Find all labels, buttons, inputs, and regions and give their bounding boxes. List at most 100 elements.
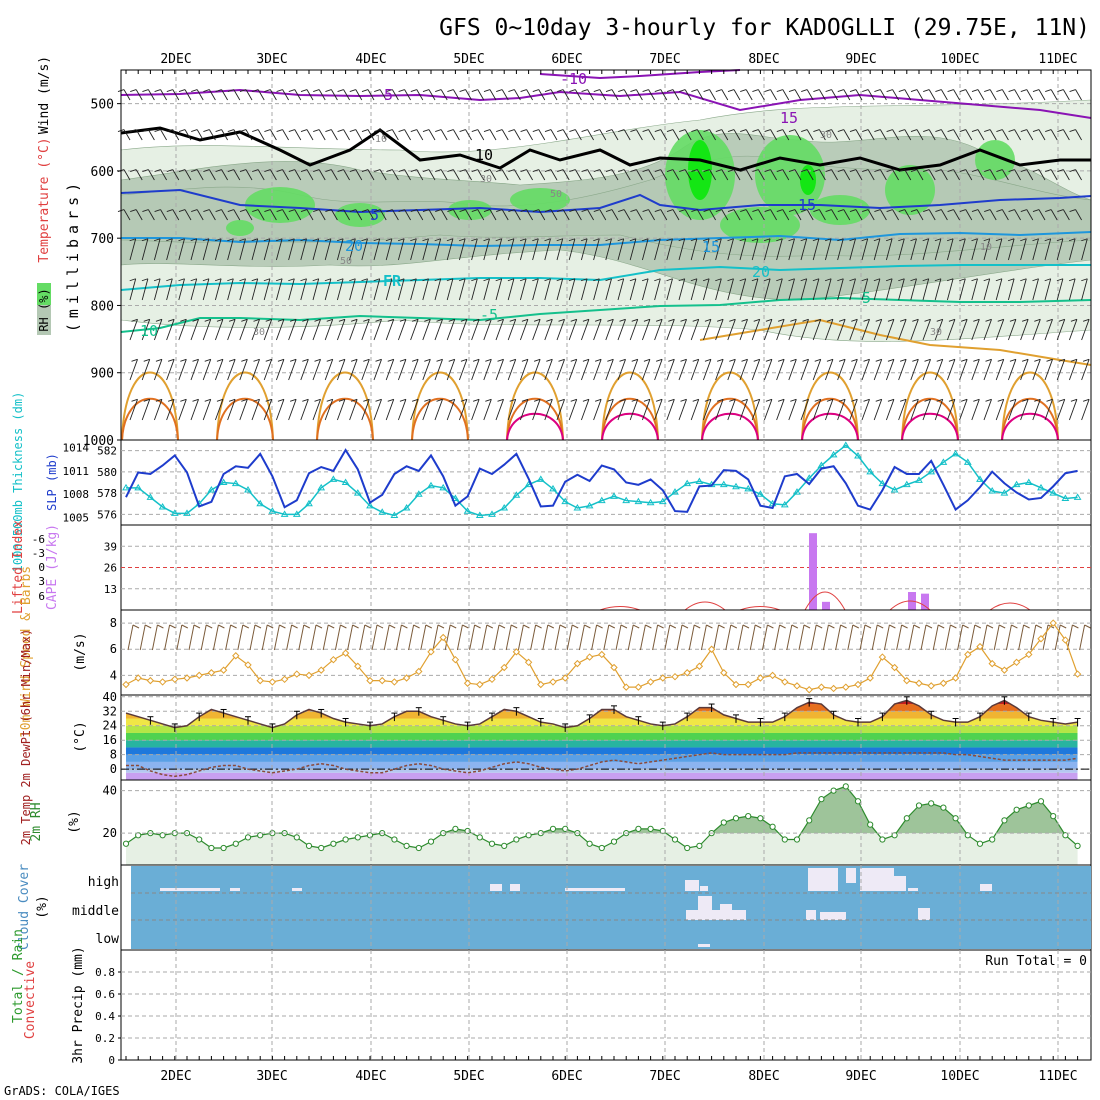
thickness-marker: [732, 482, 740, 490]
lifted-index-line: [599, 606, 641, 611]
wind-barb-flag: [227, 169, 234, 173]
wind-barb-flag: [264, 209, 271, 213]
wind-barb-flag: [166, 238, 173, 242]
surface-wind-barb-flag: [950, 624, 957, 629]
wind-barb: [270, 169, 277, 181]
surface-wind-barb: [798, 624, 805, 651]
wind-barb: [916, 169, 924, 181]
wind-barb-flag: [971, 238, 978, 242]
contour-label: 15: [702, 238, 720, 256]
wind-barb: [214, 278, 222, 301]
wind-barb: [904, 129, 912, 141]
wind-barb: [580, 359, 590, 381]
wind-barb: [739, 399, 748, 421]
temp-band: [126, 711, 1078, 719]
wind-barb-flag: [411, 398, 419, 402]
surface-wind-barb-flag: [230, 624, 237, 629]
wind-barb: [349, 359, 358, 381]
thickness-marker: [427, 481, 435, 489]
wind-barb: [989, 89, 997, 101]
wind-barb-flag: [472, 358, 480, 362]
wind-barb: [471, 278, 478, 301]
rh2m-marker: [964, 832, 971, 839]
wind-barb-flag: [397, 278, 405, 282]
wind-barb-flag: [558, 318, 565, 322]
wind-barb: [751, 238, 759, 261]
wind-barb-flag: [654, 209, 661, 213]
surface-wind-barb: [896, 624, 903, 651]
wind-barb: [812, 238, 820, 261]
wind-barb-flag: [265, 398, 272, 402]
wind-barb-flag: [776, 209, 783, 213]
wind-barb-flag: [167, 358, 175, 362]
surface-wind-barb-flag: [913, 624, 921, 629]
wind-barb: [928, 89, 936, 101]
wind-barb-flag: [923, 209, 930, 213]
wind-barb-flag: [923, 89, 930, 93]
wind-barb-flag: [519, 238, 527, 242]
wind-barb: [965, 169, 973, 181]
wind-barb-flag: [607, 318, 614, 322]
wind-barb-flag: [387, 358, 394, 362]
rh2m-marker: [159, 832, 166, 839]
wind-barb: [263, 399, 273, 421]
wind-barb-flag: [1032, 169, 1040, 173]
wind-barb-flag: [898, 278, 905, 282]
wind-barb: [367, 129, 375, 141]
wind-barb: [751, 319, 761, 341]
surface-wind-barb: [688, 624, 695, 651]
wind-barb: [507, 238, 515, 261]
rh-contour-label: 30: [480, 174, 492, 185]
wind-barb: [397, 319, 407, 341]
surface-wind-barb: [530, 624, 537, 651]
isotherm-10: [121, 231, 1092, 248]
wind-barb: [782, 169, 790, 181]
rh2m-marker: [854, 798, 862, 805]
surface-wind-barb: [627, 624, 634, 651]
surface-wind-barb-flag: [1011, 624, 1018, 629]
wind-barb: [507, 359, 517, 381]
wind-barb: [745, 129, 753, 141]
wind-barb-flag: [971, 278, 978, 282]
surface-wind-barb: [1042, 624, 1049, 651]
wind-barb-flag: [898, 209, 905, 213]
isotherm-arch: [121, 397, 179, 441]
wind-barb: [416, 209, 424, 221]
wind-barb-flag: [471, 278, 478, 282]
wind-barb-flag: [263, 238, 271, 242]
wind-barb: [1081, 319, 1090, 341]
wind-barb-flag: [1034, 318, 1041, 322]
wind-barb-flag: [704, 318, 712, 322]
surface-wind-barb: [1079, 624, 1086, 651]
wind-barb-flag: [1008, 129, 1015, 133]
li-tick-label: -6: [32, 533, 45, 546]
wind-barb: [660, 89, 668, 101]
wind-barb: [306, 209, 314, 221]
upper-air-ylabel-temp: Temperature (°C): [37, 137, 52, 262]
wind-barb-flag: [1070, 398, 1078, 402]
wind-barb: [343, 129, 350, 141]
wind-barb-flag: [507, 278, 515, 282]
wind-barb: [227, 319, 236, 341]
surface-wind-barb: [700, 624, 707, 651]
wind-barb: [1026, 129, 1034, 141]
thickness-marker: [536, 475, 545, 482]
wind-barb-flag: [399, 358, 407, 362]
wind-barb-flag: [727, 209, 735, 213]
wind-barb: [141, 359, 151, 381]
wind-barb: [837, 278, 844, 301]
wind-barb: [221, 129, 228, 141]
wind-barb: [1068, 238, 1076, 261]
wind-barb-flag: [544, 278, 551, 282]
wind-barb: [873, 238, 881, 261]
wind-barb: [202, 399, 212, 421]
wind-barb-flag: [411, 358, 419, 362]
wind-barb-flag: [532, 209, 539, 213]
wind-barb: [300, 399, 309, 421]
wind-barb-flag: [703, 209, 710, 213]
wind-barb-flag: [753, 398, 760, 402]
wind-barb: [855, 89, 863, 101]
wind-barb-flag: [739, 278, 746, 282]
wind-barb: [702, 359, 712, 381]
